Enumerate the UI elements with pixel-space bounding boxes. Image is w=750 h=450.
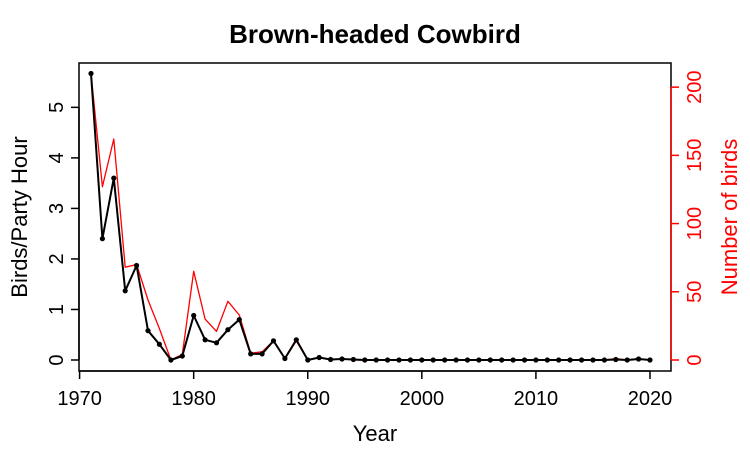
series-line-number-of-birds [90,73,651,361]
y-tick-label: 3 [46,203,68,214]
data-point [282,355,288,362]
y-tick-label: 4 [46,152,68,163]
data-point [419,357,425,363]
y2-tick-label: 0 [684,354,706,365]
data-point [624,357,630,363]
data-point [636,356,642,362]
data-point [453,357,459,363]
y-tick-label: 0 [46,354,68,365]
data-point [88,70,94,77]
data-point [544,357,550,363]
y-axis-label: Birds/Party Hour [7,136,32,297]
y2-tick-label: 150 [684,139,706,172]
y2-axis-label: Number of birds [717,139,742,296]
data-point [305,357,311,363]
data-point [647,357,653,363]
data-point [236,317,242,323]
data-point [487,357,493,363]
data-point [385,357,391,363]
y2-tick-label: 50 [684,281,706,303]
data-point [111,175,117,181]
data-point [430,357,436,363]
data-point [270,338,277,344]
series-line-birds-per-party-hour [90,73,651,361]
data-point [179,353,185,359]
plot-frame [78,62,672,372]
data-point [213,340,220,346]
axes: 1970 1980 1990 2000 2010 20200123450501001502… [46,70,706,410]
y-tick-label: 5 [46,102,68,113]
data-point [328,356,334,363]
data-point [316,354,322,361]
data-point [202,337,208,343]
data-point [362,357,368,363]
data-point [476,357,482,363]
data-point [293,337,299,343]
y-tick-label: 2 [46,253,68,264]
data-point [156,341,162,347]
x-tick-label: 2000 [400,388,445,410]
chart-title: Brown-headed Cowbird [229,19,521,49]
data-point [533,357,539,363]
data-point [168,357,174,363]
data-point [464,357,471,363]
data-point [579,357,585,363]
data-point [339,356,345,362]
data-point [499,357,505,363]
data-point [510,357,516,363]
data-point [567,357,573,363]
data-point [396,357,402,363]
series-layer [88,70,653,363]
y2-tick-label: 200 [684,70,706,103]
x-tick-label: 2010 [514,388,559,410]
data-point [191,312,197,319]
data-point [601,357,608,363]
data-point [613,356,619,363]
data-point [122,288,128,294]
data-point [99,236,105,242]
x-tick-label: 1980 [171,388,216,410]
data-point [259,351,265,357]
y-tick-label: 1 [46,304,68,315]
data-point [407,357,413,363]
x-axis-label: Year [353,421,397,446]
x-tick-label: 2020 [628,388,673,410]
data-point [350,356,356,363]
data-point [145,328,151,334]
data-point [134,262,140,269]
data-point [442,357,448,363]
y2-tick-label: 100 [684,207,706,240]
x-tick-label: 1970 [57,388,102,410]
data-point [521,357,528,363]
data-point [556,357,562,363]
data-point [248,351,254,357]
data-point [590,357,596,363]
data-point [225,327,231,333]
x-tick-label: 1990 [286,388,331,410]
data-point [373,357,379,363]
